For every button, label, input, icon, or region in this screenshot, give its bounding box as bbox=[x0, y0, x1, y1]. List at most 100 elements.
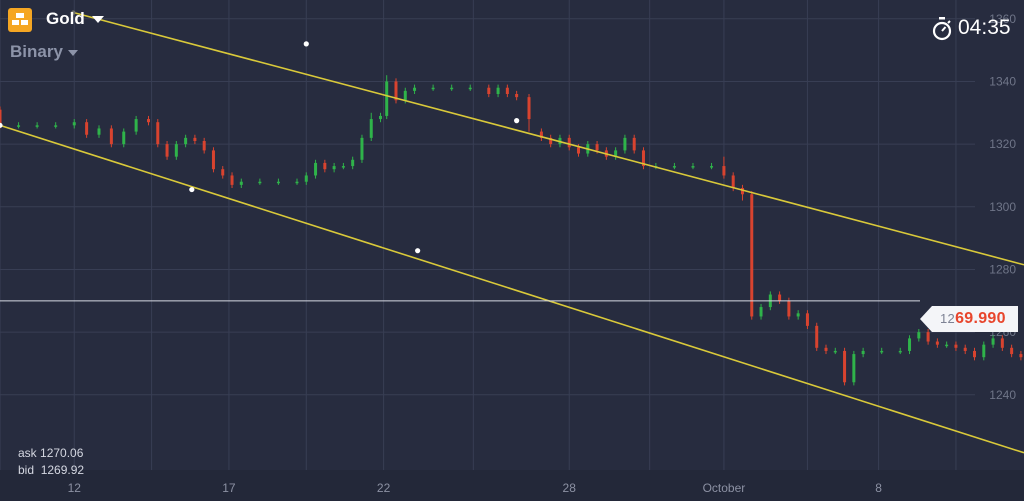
mode-selector-label[interactable]: Binary bbox=[10, 42, 63, 61]
candle bbox=[991, 335, 995, 348]
candle bbox=[202, 137, 206, 154]
y-tick-label: 1360 bbox=[989, 12, 1016, 26]
candle bbox=[134, 115, 138, 135]
candle bbox=[85, 119, 89, 138]
candle bbox=[824, 344, 828, 355]
candle bbox=[431, 84, 435, 91]
x-tick-label: 28 bbox=[563, 481, 577, 495]
candle bbox=[539, 128, 543, 141]
candle bbox=[750, 191, 754, 320]
candle bbox=[672, 162, 676, 170]
trendline-anchor-handle[interactable] bbox=[514, 118, 520, 124]
candle bbox=[341, 162, 345, 170]
candle bbox=[450, 84, 454, 91]
candle bbox=[379, 112, 383, 123]
trendline-anchor-handle[interactable] bbox=[303, 41, 309, 47]
candle bbox=[360, 134, 364, 163]
channel-lower-line[interactable] bbox=[0, 124, 1024, 454]
candle bbox=[852, 350, 856, 386]
candle bbox=[165, 141, 169, 160]
candle bbox=[239, 178, 243, 188]
trendline-anchor-handle[interactable] bbox=[71, 10, 76, 15]
candle bbox=[72, 119, 76, 129]
candle bbox=[258, 178, 262, 185]
channel-upper-line[interactable] bbox=[73, 11, 1024, 266]
candle bbox=[295, 178, 299, 185]
candle bbox=[487, 84, 491, 98]
candle bbox=[369, 112, 373, 141]
candle bbox=[496, 84, 500, 98]
candle bbox=[880, 347, 884, 355]
candle bbox=[184, 134, 188, 148]
candle bbox=[963, 344, 967, 355]
y-tick-label: 1300 bbox=[989, 200, 1016, 214]
x-tick-label: 12 bbox=[68, 481, 82, 495]
candle bbox=[935, 338, 939, 348]
candle bbox=[861, 347, 865, 358]
candle bbox=[394, 78, 398, 104]
candle bbox=[833, 347, 837, 355]
candle bbox=[505, 84, 509, 98]
expiration-timer: 04:35 bbox=[958, 16, 1011, 39]
candle bbox=[323, 159, 327, 173]
candle bbox=[1000, 335, 1004, 351]
bid-quote: bid 1269.92 bbox=[18, 463, 85, 477]
candle bbox=[641, 147, 645, 170]
candle bbox=[710, 162, 714, 170]
stopwatch-icon bbox=[932, 17, 952, 41]
candle bbox=[221, 166, 225, 179]
chevron-down-icon[interactable] bbox=[92, 16, 104, 23]
ask-value: 1270.06 bbox=[40, 446, 84, 460]
x-tick-label: 17 bbox=[222, 481, 236, 495]
candle bbox=[982, 341, 986, 361]
candle bbox=[1019, 350, 1023, 361]
candle bbox=[759, 303, 763, 320]
candle bbox=[54, 122, 58, 129]
candle bbox=[843, 347, 847, 386]
candle bbox=[276, 178, 280, 185]
trend-channel bbox=[0, 10, 1024, 454]
candle bbox=[778, 291, 782, 304]
candle bbox=[304, 172, 308, 185]
y-tick-label: 1320 bbox=[989, 137, 1016, 151]
trendline-anchor-handle[interactable] bbox=[189, 186, 195, 193]
candle bbox=[1010, 344, 1014, 358]
candle bbox=[805, 310, 809, 329]
chevron-down-icon[interactable] bbox=[68, 50, 78, 56]
current-price-tag bbox=[920, 306, 1018, 332]
candle bbox=[614, 147, 618, 160]
candle bbox=[926, 329, 930, 345]
candle bbox=[385, 75, 389, 120]
candle bbox=[230, 172, 234, 188]
trendline-anchor-handle[interactable] bbox=[0, 122, 3, 128]
candle bbox=[122, 128, 126, 148]
candle bbox=[623, 134, 627, 154]
candle bbox=[468, 84, 472, 91]
candle bbox=[796, 310, 800, 320]
trendline-anchor-handle[interactable] bbox=[415, 248, 421, 254]
candle bbox=[954, 341, 958, 351]
candle bbox=[351, 156, 355, 170]
x-tick-label: October bbox=[703, 481, 746, 495]
asset-selector-label[interactable]: Gold bbox=[46, 9, 85, 28]
candle bbox=[945, 341, 949, 348]
candle bbox=[527, 94, 531, 132]
candle bbox=[146, 115, 150, 126]
candle bbox=[35, 122, 39, 129]
candle bbox=[691, 162, 695, 170]
candle bbox=[97, 125, 101, 138]
candle bbox=[193, 134, 197, 145]
candle bbox=[973, 347, 977, 361]
y-tick-label: 1280 bbox=[989, 262, 1016, 276]
y-tick-label: 1340 bbox=[989, 74, 1016, 88]
gold-logo-icon[interactable] bbox=[8, 8, 32, 32]
candle bbox=[908, 335, 912, 355]
bid-value: 1269.92 bbox=[40, 463, 85, 477]
candle bbox=[332, 162, 336, 173]
x-axis-labels: 12172228October814 bbox=[68, 481, 883, 495]
candle bbox=[156, 119, 160, 148]
candle bbox=[314, 159, 318, 179]
